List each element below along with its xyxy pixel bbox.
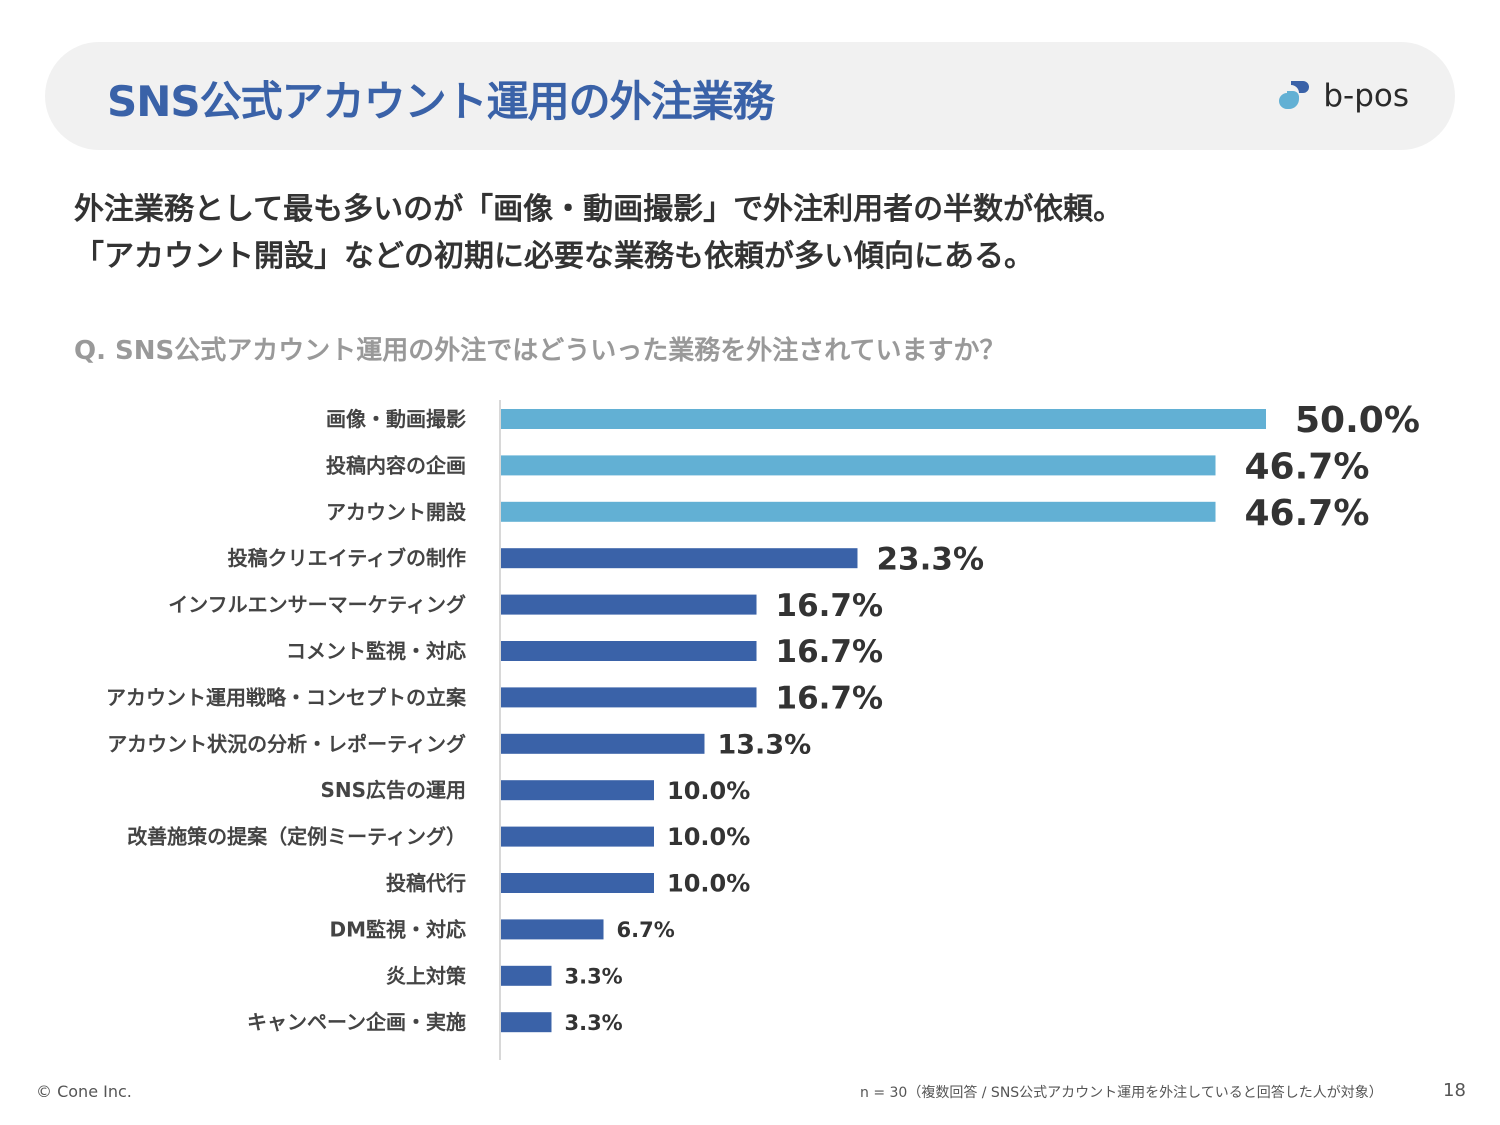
lead-line-1: 外注業務として最も多いのが「画像・動画撮影」で外注利用者の半数が依頼。 <box>74 192 1124 227</box>
category-label: SNS広告の運用 <box>320 778 466 802</box>
bar <box>501 455 1216 476</box>
category-label: キャンペーン企画・実施 <box>247 1010 466 1034</box>
bar <box>501 965 552 986</box>
bar <box>501 687 757 708</box>
category-label: コメント監視・対応 <box>286 639 466 663</box>
bar <box>501 780 654 801</box>
category-label: アカウント状況の分析・レポーティング <box>107 732 466 756</box>
logo-text: b-pos <box>1323 78 1409 114</box>
survey-question: Q. SNS公式アカウント運用の外注ではどういった業務を外注されていますか？ <box>74 336 1006 366</box>
data-label: 6.7% <box>617 918 675 942</box>
bar <box>501 548 858 569</box>
category-label: 改善施策の提案（定例ミーティング） <box>127 825 466 849</box>
bar <box>501 409 1266 429</box>
data-label: 10.0% <box>667 870 750 898</box>
category-label: 画像・動画撮影 <box>326 407 466 431</box>
data-label: 10.0% <box>667 777 750 805</box>
category-label: 炎上対策 <box>386 964 467 988</box>
copyright: © Cone Inc. <box>36 1082 132 1101</box>
logo: b-pos <box>1277 78 1409 114</box>
page-number: 18 <box>1443 1080 1466 1101</box>
data-label: 13.3% <box>717 730 811 761</box>
data-label: 3.3% <box>564 1011 622 1035</box>
data-label: 23.3% <box>876 541 984 577</box>
category-label: DM監視・対応 <box>329 917 466 941</box>
bar <box>501 873 654 893</box>
sample-note: n = 30（複数回答 / SNS公式アカウント運用を外注していると回答した人が… <box>860 1085 1383 1101</box>
lead-text: 外注業務として最も多いのが「画像・動画撮影」で外注利用者の半数が依頼。 「アカウ… <box>74 186 1123 280</box>
category-label: 投稿代行 <box>386 871 466 895</box>
b-pos-logo-icon <box>1279 81 1310 109</box>
data-label: 10.0% <box>667 823 750 851</box>
category-label: アカウント開設 <box>326 500 467 524</box>
bar <box>501 641 757 661</box>
category-label: 投稿内容の企画 <box>326 453 466 477</box>
lead-line-2: 「アカウント開設」などの初期に必要な業務も依頼が多い傾向にある。 <box>74 239 1034 274</box>
data-label: 50.0% <box>1295 400 1420 441</box>
data-label: 16.7% <box>776 681 884 717</box>
bar <box>501 594 757 615</box>
bar <box>501 919 604 940</box>
category-label: アカウント運用戦略・コンセプトの立案 <box>106 685 467 709</box>
data-label: 46.7% <box>1245 493 1370 534</box>
bar <box>501 826 654 847</box>
data-label: 46.7% <box>1245 446 1370 487</box>
category-label: インフルエンサーマーケティング <box>168 593 466 617</box>
data-label: 16.7% <box>776 634 884 670</box>
header-banner: SNS公式アカウント運用の外注業務 b-pos <box>45 42 1455 150</box>
bar <box>501 501 1216 522</box>
category-label: 投稿クリエイティブの制作 <box>228 546 466 570</box>
bar <box>501 1012 552 1033</box>
data-label: 16.7% <box>776 588 884 624</box>
bar <box>501 733 705 754</box>
page-title: SNS公式アカウント運用の外注業務 <box>107 77 775 126</box>
data-label: 3.3% <box>564 964 622 988</box>
bar-chart: 画像・動画撮影 50.0% 投稿内容の企画 46.7% アカウント開設 46.7% 投稿クリ… <box>106 400 1420 1060</box>
